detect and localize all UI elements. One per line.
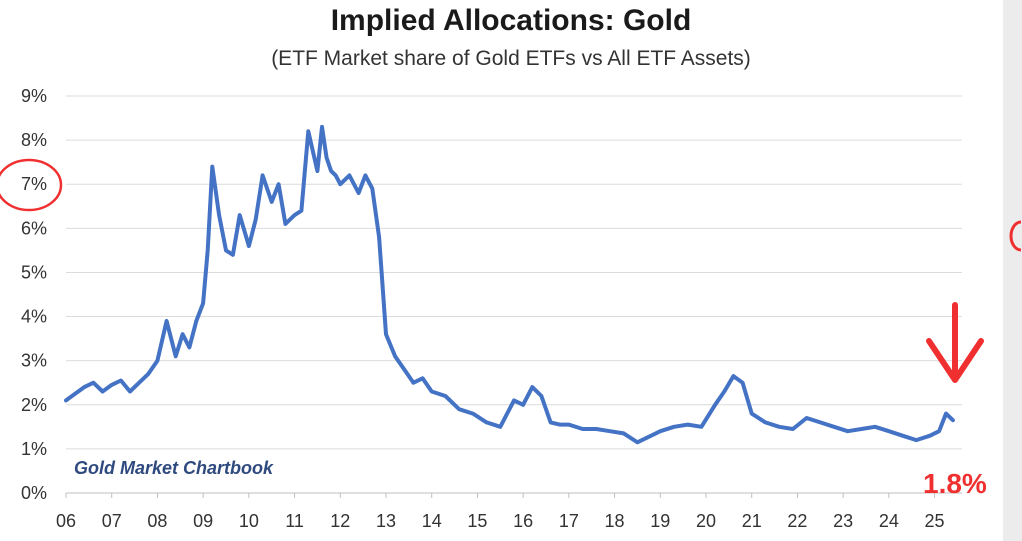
source-label: Gold Market Chartbook xyxy=(74,458,274,478)
x-tick-label: 10 xyxy=(239,511,259,531)
gold-etf-share-line xyxy=(64,124,955,445)
y-tick-label: 8% xyxy=(21,130,47,150)
y-tick-label: 0% xyxy=(21,483,47,503)
y-tick-label: 4% xyxy=(21,307,47,327)
y-axis-ticks: 0% 1% 2% 3% 4% 5% 6% 7% 8% 9% xyxy=(21,86,47,503)
x-tick-label: 23 xyxy=(833,511,853,531)
x-tick-label: 19 xyxy=(650,511,670,531)
y-tick-label: 9% xyxy=(21,86,47,106)
x-tick-label: 18 xyxy=(605,511,625,531)
y-tick-label: 7% xyxy=(21,174,47,194)
highlight-circle xyxy=(0,158,63,212)
screen-edge xyxy=(1003,0,1022,541)
x-axis-ticks: 06 07 08 09 10 11 12 13 14 15 16 17 18 19 20 21 22 23 24 25 xyxy=(56,493,945,531)
x-tick-label: 08 xyxy=(147,511,167,531)
x-tick-label: 06 xyxy=(56,511,76,531)
x-tick-label: 15 xyxy=(467,511,487,531)
chart-subtitle: (ETF Market share of Gold ETFs vs All ET… xyxy=(271,47,751,70)
down-arrow-icon xyxy=(926,302,984,383)
x-tick-label: 13 xyxy=(376,511,396,531)
callout-value-label: 1.8% xyxy=(923,468,987,499)
y-tick-label: 6% xyxy=(21,218,47,238)
x-tick-label: 07 xyxy=(102,511,122,531)
y-tick-label: 1% xyxy=(21,439,47,459)
gridlines xyxy=(66,95,962,494)
y-tick-label: 2% xyxy=(21,395,47,415)
x-tick-label: 17 xyxy=(559,511,579,531)
x-tick-label: 09 xyxy=(193,511,213,531)
y-tick-label: 3% xyxy=(21,351,47,371)
x-tick-label: 14 xyxy=(422,511,442,531)
x-tick-label: 20 xyxy=(696,511,716,531)
chart-title: Implied Allocations: Gold xyxy=(330,4,692,37)
x-tick-label: 22 xyxy=(787,511,807,531)
partial-red-mark xyxy=(1009,220,1022,252)
x-tick-label: 24 xyxy=(879,511,899,531)
y-tick-label: 5% xyxy=(21,262,47,282)
x-tick-label: 11 xyxy=(285,511,304,531)
x-tick-label: 12 xyxy=(330,511,350,531)
x-tick-label: 21 xyxy=(742,511,762,531)
x-tick-label: 25 xyxy=(925,511,945,531)
x-tick-label: 16 xyxy=(513,511,533,531)
